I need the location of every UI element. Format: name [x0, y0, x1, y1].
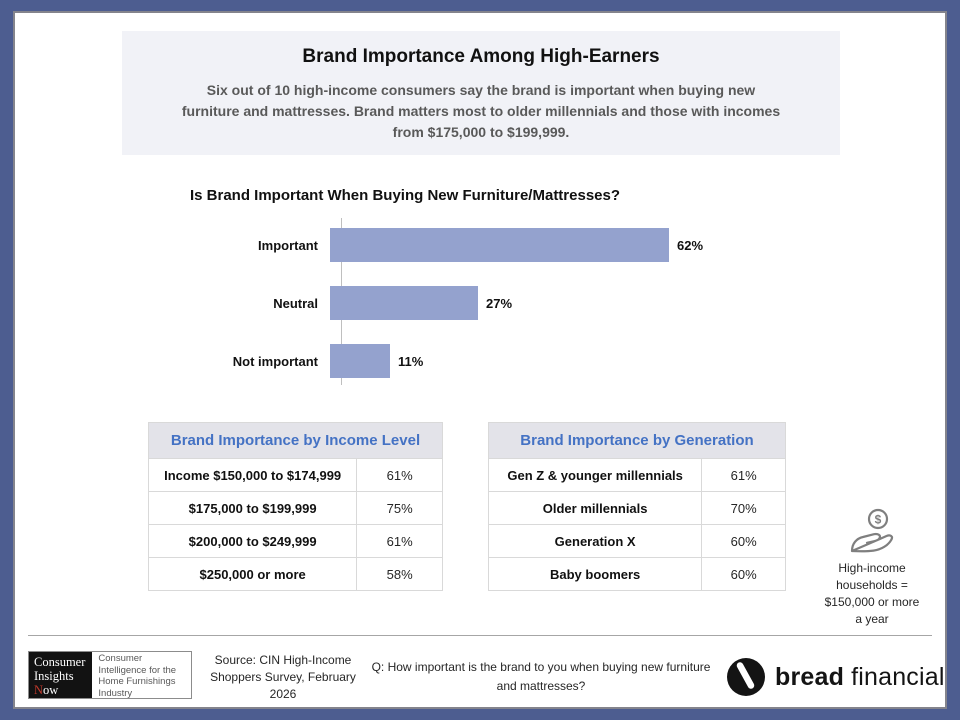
row-value: 60%: [701, 557, 786, 591]
bar-category-label: Not important: [232, 353, 318, 369]
page-subtitle: Six out of 10 high-income consumers say …: [181, 82, 781, 140]
chart-bar-row: Neutral 27%: [125, 286, 512, 320]
bread-financial-icon: [727, 658, 765, 696]
income-table: Brand Importance by Income Level Income …: [147, 422, 443, 591]
header-box: Brand Importance Among High-Earners Six …: [122, 31, 840, 155]
chart-bar-row: Important 62%: [125, 228, 703, 262]
row-value: 61%: [356, 458, 443, 492]
bar-category-label: Neutral: [273, 295, 318, 311]
bar-category-label: Important: [258, 237, 318, 253]
slide-canvas: Brand Importance Among High-Earners Six …: [13, 11, 947, 709]
row-value: 70%: [701, 491, 786, 525]
generation-table: Brand Importance by Generation Gen Z & y…: [487, 422, 786, 591]
consumer-insights-now-logo: Consumer Insights Now Consumer Intellige…: [28, 651, 193, 699]
income-table-title: Brand Importance by Income Level: [148, 422, 443, 459]
table-row: Baby boomers 60%: [487, 557, 786, 591]
bar-not-important: [330, 344, 390, 378]
row-label: Baby boomers: [487, 557, 703, 591]
row-label: Income $150,000 to $174,999: [147, 458, 358, 492]
row-label: $250,000 or more: [147, 557, 358, 591]
hand-coin-icon: $: [850, 508, 894, 553]
row-label: $200,000 to $249,999: [147, 524, 358, 558]
cin-logo-caption: Consumer Intelligence for the Home Furni…: [98, 653, 177, 699]
row-label: Older millennials: [487, 491, 703, 525]
cin-logo-mark: Consumer Insights Now: [29, 652, 93, 698]
source-note: Source: CIN High-Income Shoppers Survey,…: [210, 653, 356, 701]
chart-title: Is Brand Important When Buying New Furni…: [189, 187, 621, 204]
page-title: Brand Importance Among High-Earners: [302, 46, 660, 67]
svg-text:$: $: [875, 513, 882, 527]
bar-important: [330, 228, 669, 262]
cin-word-now: Now: [34, 683, 59, 697]
bar-neutral: [330, 286, 478, 320]
generation-table-title: Brand Importance by Generation: [488, 422, 786, 459]
row-value: 61%: [701, 458, 786, 492]
row-label: Generation X: [487, 524, 703, 558]
cin-word-consumer: Consumer: [34, 655, 86, 669]
table-row: Income $150,000 to $174,999 61%: [147, 458, 443, 492]
row-value: 61%: [356, 524, 443, 558]
bar-chart: Important 62% Neutral 27% Not important …: [15, 13, 945, 707]
survey-question-note: Q: How important is the brand to you whe…: [371, 660, 711, 693]
row-label: Gen Z & younger millennials: [487, 458, 703, 492]
row-label: $175,000 to $199,999: [147, 491, 358, 525]
row-value: 75%: [356, 491, 443, 525]
table-row: $175,000 to $199,999 75%: [147, 491, 443, 525]
chart-bar-row: Not important 11%: [125, 344, 423, 378]
table-row: Gen Z & younger millennials 61%: [487, 458, 786, 492]
high-income-note: High-income households = $150,000 or mor…: [824, 561, 920, 626]
row-value: 60%: [701, 524, 786, 558]
bar-value-label: 62%: [677, 237, 704, 253]
table-row: $250,000 or more 58%: [147, 557, 443, 591]
bar-value-label: 11%: [398, 353, 424, 369]
bar-value-label: 27%: [486, 295, 513, 311]
footer-divider: [28, 635, 932, 636]
cin-word-insights: Insights: [34, 669, 74, 683]
row-value: 58%: [356, 557, 443, 591]
table-row: $200,000 to $249,999 61%: [147, 524, 443, 558]
table-row: Generation X 60%: [487, 524, 786, 558]
table-row: Older millennials 70%: [487, 491, 786, 525]
